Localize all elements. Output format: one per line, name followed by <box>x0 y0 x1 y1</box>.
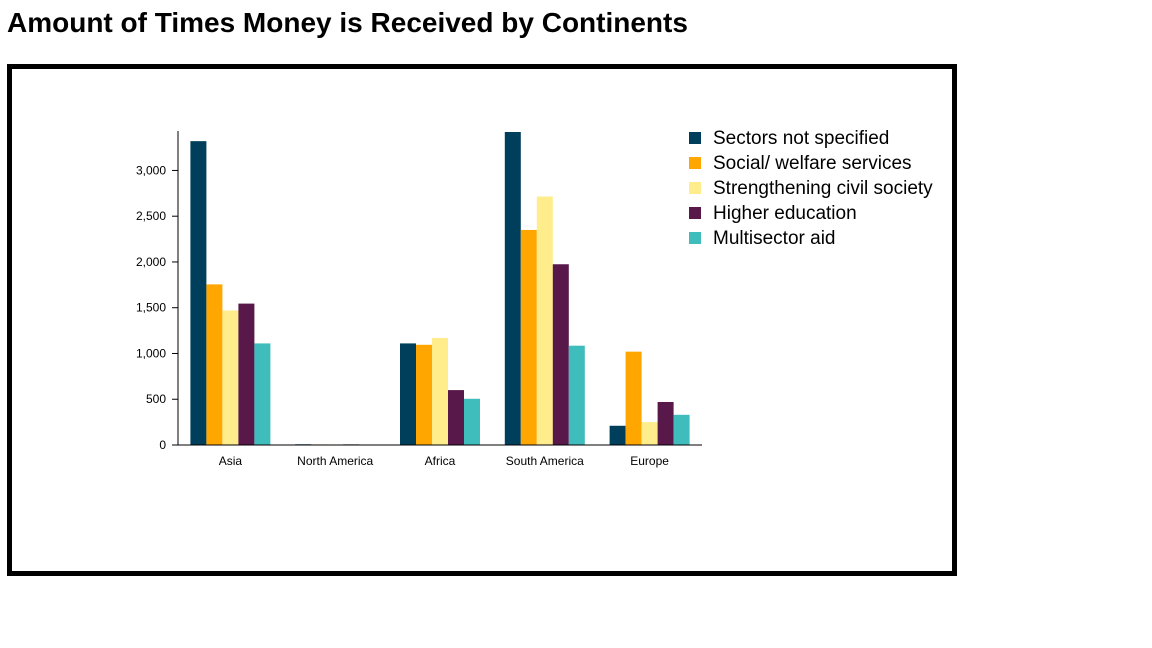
legend-label: Strengthening civil society <box>713 178 933 199</box>
bar-europe-series-4 <box>673 414 690 445</box>
y-tick-label: 1,500 <box>136 301 166 315</box>
bar-south-america-series-2 <box>536 196 553 445</box>
y-tick-label: 2,500 <box>136 209 166 223</box>
bars-layer <box>190 132 690 445</box>
bar-chart: 0 500 1,000 1,500 2,000 2,500 3,000 Asia North A… <box>136 128 933 468</box>
bar-africa-series-0 <box>400 343 416 445</box>
legend-swatch <box>689 182 701 194</box>
bar-africa-series-2 <box>432 337 448 445</box>
bar-europe-series-2 <box>641 422 658 445</box>
bar-europe-series-1 <box>625 351 642 445</box>
legend-swatch <box>689 132 701 144</box>
bar-asia-series-0 <box>190 141 207 445</box>
bar-africa-series-3 <box>448 390 464 445</box>
bar-africa-series-1 <box>416 344 432 445</box>
y-tick-label: 2,000 <box>136 255 166 269</box>
legend: Sectors not specified Social/ welfare ser… <box>689 128 933 249</box>
bar-asia-series-2 <box>222 310 239 445</box>
x-tick-label: Africa <box>425 454 456 468</box>
x-tick-label: Asia <box>219 454 243 468</box>
bar-europe-series-3 <box>657 401 674 445</box>
bar-south-america-series-1 <box>520 229 537 445</box>
y-tick-label: 0 <box>159 438 166 452</box>
x-tick-label: Europe <box>630 454 669 468</box>
y-tick-label: 1,000 <box>136 346 166 360</box>
bar-asia-series-1 <box>206 284 223 445</box>
x-tick-label: South America <box>506 454 584 468</box>
legend-label: Sectors not specified <box>713 128 889 149</box>
axes-layer: 0 500 1,000 1,500 2,000 2,500 3,000 Asia North A… <box>136 131 702 468</box>
legend-label: Higher education <box>713 203 857 224</box>
bar-south-america-series-4 <box>568 345 585 445</box>
bar-europe-series-0 <box>609 425 626 445</box>
chart-frame: 0 500 1,000 1,500 2,000 2,500 3,000 Asia North A… <box>7 64 957 576</box>
legend-swatch <box>689 232 701 244</box>
bar-south-america-series-0 <box>504 132 521 445</box>
page-title: Amount of Times Money is Received by Con… <box>7 7 688 38</box>
legend-swatch <box>689 207 701 219</box>
bar-africa-series-4 <box>464 398 480 445</box>
bar-south-america-series-3 <box>552 264 569 445</box>
bar-asia-series-3 <box>238 303 255 445</box>
legend-label: Multisector aid <box>713 228 836 249</box>
bar-asia-series-4 <box>254 343 271 445</box>
x-tick-label: North America <box>297 454 373 468</box>
y-tick-label: 500 <box>146 392 166 406</box>
y-tick-label: 3,000 <box>136 163 166 177</box>
legend-label: Social/ welfare services <box>713 153 912 174</box>
legend-swatch <box>689 157 701 169</box>
